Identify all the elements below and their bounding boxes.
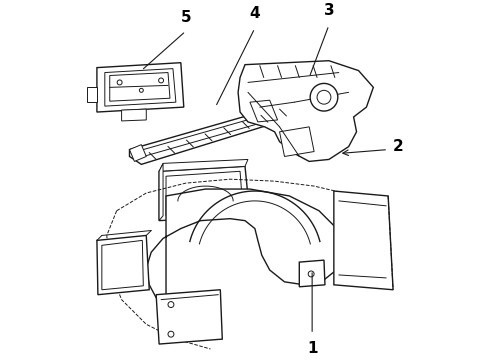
Circle shape: [308, 271, 314, 277]
Polygon shape: [238, 61, 373, 161]
Text: 1: 1: [307, 341, 318, 356]
Polygon shape: [87, 87, 97, 102]
Polygon shape: [136, 107, 293, 158]
Polygon shape: [97, 235, 149, 295]
Polygon shape: [147, 189, 343, 305]
Polygon shape: [166, 171, 243, 216]
Polygon shape: [97, 63, 184, 112]
Polygon shape: [159, 163, 163, 221]
Text: 3: 3: [323, 3, 334, 18]
Polygon shape: [299, 260, 325, 287]
Polygon shape: [334, 191, 393, 290]
Polygon shape: [280, 127, 314, 157]
Text: 5: 5: [180, 10, 191, 25]
Polygon shape: [159, 166, 250, 221]
Polygon shape: [159, 159, 248, 171]
Polygon shape: [105, 69, 176, 106]
Polygon shape: [102, 240, 143, 290]
Polygon shape: [110, 73, 170, 101]
Circle shape: [159, 78, 164, 83]
Circle shape: [310, 84, 338, 111]
Circle shape: [139, 88, 143, 92]
Text: 4: 4: [249, 6, 260, 21]
Polygon shape: [156, 290, 222, 344]
Polygon shape: [250, 100, 277, 122]
Text: 2: 2: [393, 139, 404, 154]
Polygon shape: [129, 102, 304, 165]
Polygon shape: [129, 145, 147, 161]
Circle shape: [117, 80, 122, 85]
Circle shape: [317, 90, 331, 104]
Circle shape: [168, 302, 174, 307]
Polygon shape: [122, 109, 147, 121]
Circle shape: [168, 331, 174, 337]
